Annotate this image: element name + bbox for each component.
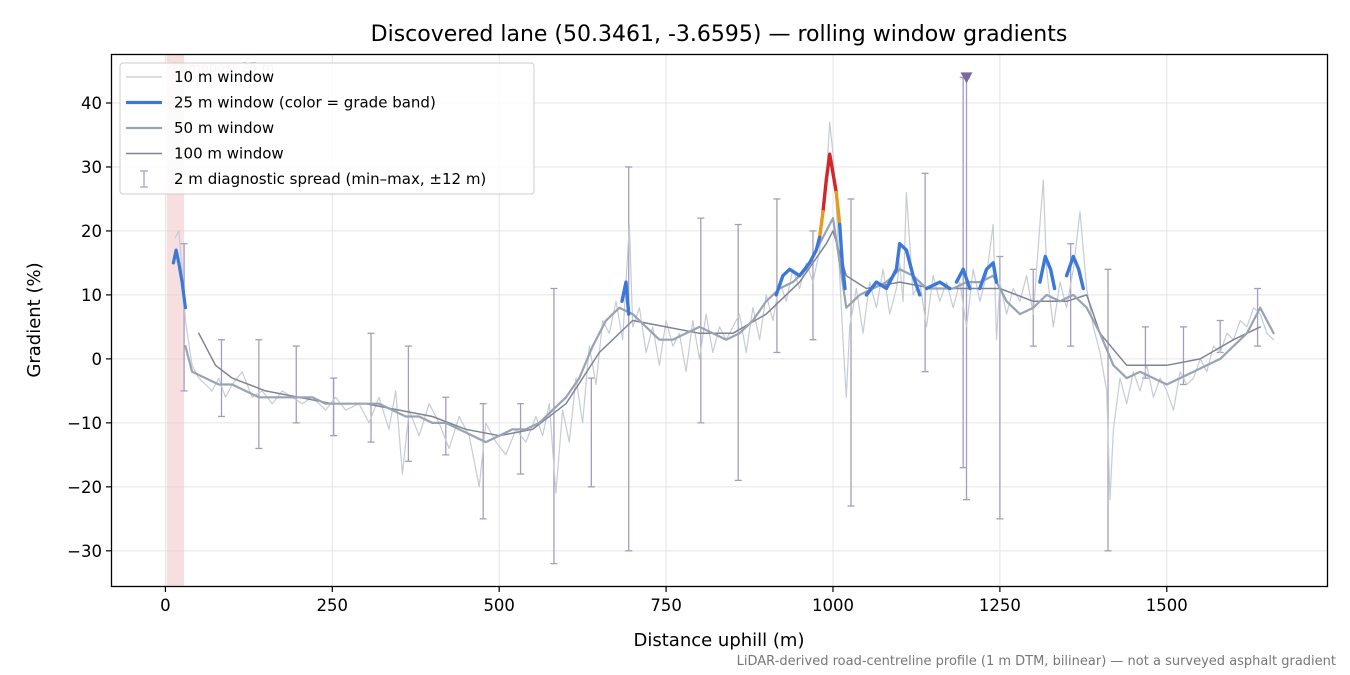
legend-label: 25 m window (color = grade band) (174, 94, 436, 112)
y-tick-label: −30 (67, 542, 102, 561)
footnote: LiDAR-derived road-centreline profile (1… (737, 654, 1336, 669)
x-tick-label: 750 (650, 596, 682, 615)
y-tick-label: 0 (92, 350, 103, 369)
series-line-10m (174, 121, 1275, 501)
y-tick-label: 40 (81, 94, 102, 113)
legend-label: 100 m window (174, 145, 284, 163)
y-tick-label: −20 (67, 478, 102, 497)
grade-band-segment (821, 152, 838, 214)
grade-band-segment (1064, 254, 1086, 291)
y-tick-label: 30 (81, 158, 102, 177)
chart-title: Discovered lane (50.3461, -3.6595) — rol… (371, 22, 1068, 47)
x-tick-label: 1000 (812, 596, 854, 615)
x-axis-label: Distance uphill (m) (634, 630, 805, 651)
x-tick-label: 0 (160, 596, 171, 615)
grade-band-segment (978, 261, 999, 291)
grade-band-segment (864, 241, 922, 297)
x-tick-label: 1250 (979, 596, 1021, 615)
x-tick-label: 500 (483, 596, 515, 615)
grade-band-segment (774, 235, 822, 297)
legend-label: 50 m window (174, 119, 274, 137)
legend-label: 10 m window (174, 68, 274, 86)
plot-frame (110, 53, 1329, 588)
x-tick-label: 250 (317, 596, 349, 615)
grade-band-segment (954, 267, 972, 291)
y-tick-label: 20 (81, 222, 102, 241)
grade-band-segment (620, 280, 631, 316)
legend: 10 m window 25 m window (color = grade ba… (119, 62, 535, 195)
y-axis-label: Gradient (%) (24, 262, 45, 377)
grade-band-segment (838, 222, 847, 291)
grade-band-segment (834, 190, 842, 227)
y-tick-label: −10 (67, 414, 102, 433)
peak-marker (960, 72, 973, 84)
legend-label: 2 m diagnostic spread (min–max, ±12 m) (174, 170, 486, 188)
series-line-25m (171, 248, 187, 310)
grade-band-segment (817, 209, 825, 240)
grade-band-segment (924, 280, 952, 291)
y-tick-label: 10 (81, 286, 102, 305)
legend-box (119, 62, 535, 195)
series-line-50m (184, 217, 1275, 444)
x-tick-label: 1500 (1146, 596, 1188, 615)
grade-band-segment (1038, 254, 1057, 291)
